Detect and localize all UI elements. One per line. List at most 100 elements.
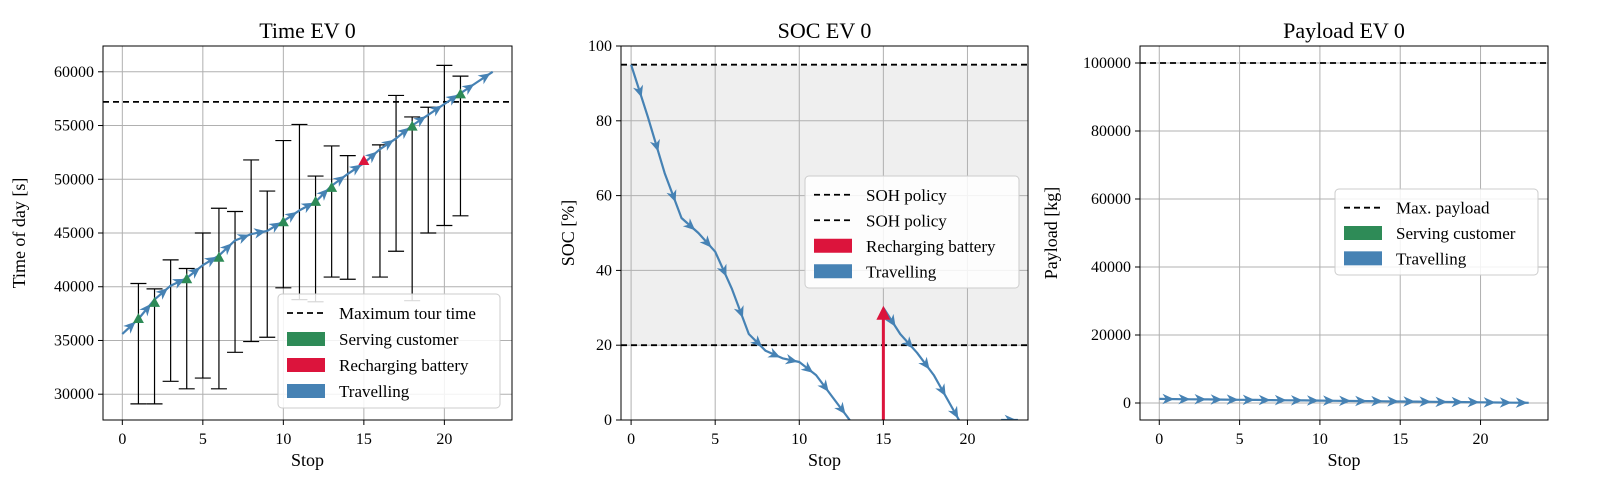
- x-tick-label: 5: [711, 431, 719, 448]
- legend: SOH policy SOH policy Recharging battery Tr…: [804, 175, 1020, 289]
- x-tick-label: 0: [627, 431, 635, 448]
- travel-arrow: [649, 138, 660, 152]
- travel-arrow: [1194, 394, 1207, 405]
- legend-swatch-patch: [1344, 226, 1382, 240]
- chart-title: Time EV 0: [259, 18, 356, 43]
- x-tick-label: 10: [791, 431, 807, 448]
- travel-arrow: [1226, 394, 1239, 405]
- travel-arrow: [1306, 395, 1319, 406]
- time-window-errorbar: [339, 155, 356, 280]
- time-window-errorbar: [130, 282, 147, 405]
- soc-chart-panel: 0 5 10 15 20 0 20 40 60 80 100 SOC EV 0 Stop SOC [%] S…: [558, 18, 1029, 470]
- legend-label: Maximum tour time: [339, 304, 476, 323]
- serve-marker: [181, 273, 193, 284]
- time-window-errorbar: [227, 210, 244, 353]
- travel-arrow: [139, 303, 151, 317]
- time-window-errorbar: [436, 64, 453, 227]
- time-chart-panel: 0 5 10 15 20 30000 35000 40000 45000 50000 55000 60…: [9, 18, 513, 470]
- travel-arrow: [1004, 414, 1017, 420]
- x-tick-label: 15: [1392, 431, 1408, 448]
- x-tick-label: 10: [275, 431, 291, 448]
- legend: Maximum tour time Serving customer Recharg…: [277, 293, 501, 409]
- x-tick-label: 0: [118, 431, 126, 448]
- travel-arrow: [1242, 394, 1255, 406]
- travel-arrow: [666, 189, 677, 203]
- legend-swatch-patch: [287, 332, 325, 346]
- travel-arrow: [1210, 394, 1223, 405]
- y-tick-label: 30000: [54, 386, 94, 403]
- travel-arrow: [364, 151, 378, 164]
- travel-arrow: [901, 336, 914, 349]
- payload-chart-panel: 0 5 10 15 20 0 20000 40000 60000 80000 100000 Paylo…: [1041, 18, 1549, 470]
- travel-arrow: [461, 84, 475, 95]
- x-tick-label: 0: [1155, 431, 1163, 448]
- legend-label: Serving customer: [339, 330, 459, 349]
- travel-arrow: [947, 405, 959, 419]
- legend-swatch-patch: [814, 238, 852, 253]
- y-tick-label: 60000: [54, 64, 94, 81]
- y-tick-label: 60: [596, 188, 612, 205]
- travel-arrow: [123, 321, 136, 334]
- travel-arrow: [381, 139, 394, 151]
- y-tick-label: 50000: [54, 171, 94, 188]
- serve-marker: [213, 251, 225, 262]
- y-axis-label: SOC [%]: [558, 200, 578, 267]
- travel-arrow: [1435, 396, 1448, 408]
- travel-arrow: [682, 218, 696, 231]
- travel-arrow: [817, 379, 829, 392]
- travel-arrow: [1290, 395, 1303, 406]
- legend-label: SOH policy: [866, 211, 947, 230]
- travel-arrow: [413, 116, 426, 128]
- legend-swatch-patch: [1344, 251, 1382, 266]
- legend-label: Travelling: [866, 262, 937, 281]
- travel-arrow: [1355, 395, 1368, 407]
- y-tick-label: 35000: [54, 332, 94, 349]
- travel-arrow: [187, 267, 201, 279]
- x-tick-label: 15: [875, 431, 891, 448]
- travel-arrow: [918, 356, 930, 370]
- travel-arrow: [477, 73, 491, 85]
- x-tick-label: 5: [1236, 431, 1244, 448]
- travel-arrow: [834, 401, 846, 415]
- y-tick-label: 40: [596, 262, 612, 279]
- travel-arrow: [155, 288, 168, 300]
- time-window-errorbar: [243, 159, 260, 343]
- legend-swatch-patch: [287, 384, 325, 398]
- legend-label: Serving customer: [1396, 224, 1516, 243]
- travel-arrow: [1274, 394, 1287, 406]
- travel-arrow: [1483, 397, 1496, 408]
- travel-arrow: [284, 211, 298, 223]
- plot-area: [103, 46, 512, 420]
- x-axis-label: Stop: [291, 450, 324, 470]
- travel-arrow: [1178, 393, 1191, 405]
- y-tick-label: 55000: [54, 118, 94, 135]
- y-tick-label: 20: [596, 337, 612, 354]
- y-tick-label: 100: [588, 38, 612, 55]
- travel-arrow: [1451, 396, 1464, 408]
- legend-label: Recharging battery: [866, 237, 996, 256]
- serve-marker: [454, 88, 466, 99]
- travel-arrow: [1371, 395, 1384, 407]
- travel-arrow: [800, 361, 814, 373]
- serve-marker: [149, 296, 161, 307]
- legend-label: Recharging battery: [339, 356, 469, 375]
- travel-arrow: [1323, 395, 1335, 406]
- chart-title: Payload EV 0: [1283, 18, 1405, 43]
- recharge-marker: [358, 154, 370, 165]
- x-tick-label: 20: [959, 431, 975, 448]
- travel-arrow: [733, 305, 744, 319]
- x-tick-label: 10: [1312, 431, 1328, 448]
- x-tick-label: 15: [356, 431, 372, 448]
- y-tick-label: 0: [1123, 395, 1131, 412]
- x-tick-label: 5: [199, 431, 207, 448]
- travel-arrow: [172, 278, 185, 289]
- x-tick-label: 20: [1473, 431, 1489, 448]
- travel-arrow: [716, 263, 727, 277]
- travel-arrow: [429, 105, 443, 117]
- travel-arrow: [204, 256, 217, 268]
- time-window-errorbar: [194, 232, 211, 379]
- y-tick-label: 80000: [1091, 123, 1131, 140]
- axes-frame: [102, 45, 513, 421]
- axes-frame: [1139, 45, 1549, 421]
- travel-arrow: [750, 335, 763, 348]
